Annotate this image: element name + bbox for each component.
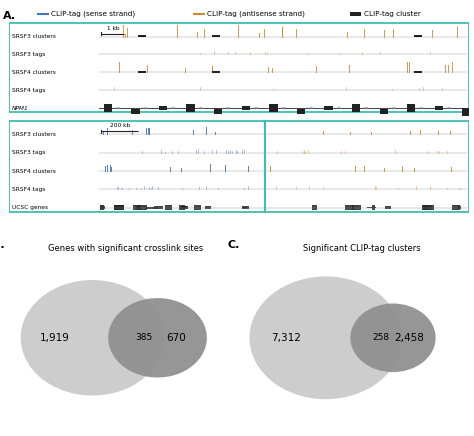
Text: UCSC genes: UCSC genes [12,205,48,210]
FancyBboxPatch shape [100,206,105,209]
FancyBboxPatch shape [414,35,422,37]
FancyBboxPatch shape [242,206,249,209]
Text: SRSF4 clusters: SRSF4 clusters [12,168,55,174]
Text: 258: 258 [372,333,389,342]
FancyBboxPatch shape [414,71,422,73]
FancyBboxPatch shape [345,205,354,210]
FancyBboxPatch shape [350,12,361,16]
Text: CLIP-tag cluster: CLIP-tag cluster [364,11,420,17]
FancyBboxPatch shape [366,207,376,208]
Text: SRSF3 clusters: SRSF3 clusters [12,132,55,137]
Text: 2,458: 2,458 [394,333,424,343]
Text: SRSF4 clusters: SRSF4 clusters [12,70,55,75]
Text: B.: B. [0,240,4,250]
FancyBboxPatch shape [297,109,305,114]
FancyBboxPatch shape [9,23,469,112]
FancyBboxPatch shape [435,106,443,110]
FancyBboxPatch shape [115,205,124,210]
FancyBboxPatch shape [131,109,140,114]
FancyBboxPatch shape [352,104,360,112]
FancyBboxPatch shape [212,35,220,37]
FancyBboxPatch shape [385,206,392,209]
FancyBboxPatch shape [269,104,278,112]
Text: 385: 385 [136,333,153,342]
FancyBboxPatch shape [136,206,139,209]
Circle shape [108,298,207,378]
Text: SRSF3 tags: SRSF3 tags [12,150,45,155]
FancyBboxPatch shape [179,205,185,210]
Text: C.: C. [227,240,239,250]
Text: SRSF3 clusters: SRSF3 clusters [12,34,55,39]
FancyBboxPatch shape [114,205,120,210]
Text: CLIP-tag (sense strand): CLIP-tag (sense strand) [51,10,135,17]
Text: Genes with significant crosslink sites: Genes with significant crosslink sites [48,244,204,253]
Circle shape [21,280,164,395]
FancyBboxPatch shape [138,71,146,73]
Text: SRSF4 tags: SRSF4 tags [12,88,45,93]
FancyBboxPatch shape [242,207,247,208]
FancyBboxPatch shape [114,205,124,210]
FancyBboxPatch shape [205,206,210,209]
FancyBboxPatch shape [324,106,333,110]
Text: A.: A. [2,11,16,21]
FancyBboxPatch shape [373,205,375,210]
Text: 7,312: 7,312 [271,333,301,343]
FancyBboxPatch shape [214,109,222,114]
FancyBboxPatch shape [380,109,388,114]
Text: SRSF3 tags: SRSF3 tags [12,52,45,57]
FancyBboxPatch shape [152,207,158,208]
FancyBboxPatch shape [146,207,153,208]
FancyBboxPatch shape [457,206,461,209]
FancyBboxPatch shape [194,205,201,210]
FancyBboxPatch shape [312,205,318,210]
Text: 200 kb: 200 kb [109,123,130,128]
FancyBboxPatch shape [159,106,167,110]
FancyBboxPatch shape [138,205,147,210]
FancyBboxPatch shape [138,35,146,37]
FancyBboxPatch shape [462,108,471,116]
FancyBboxPatch shape [100,205,104,210]
FancyBboxPatch shape [422,205,430,210]
FancyBboxPatch shape [352,205,361,210]
FancyBboxPatch shape [186,104,195,112]
Circle shape [249,276,402,399]
FancyBboxPatch shape [155,206,164,209]
Text: Significant CLIP-tag clusters: Significant CLIP-tag clusters [303,244,420,253]
FancyBboxPatch shape [182,206,188,209]
Text: 1 kb: 1 kb [107,26,119,31]
Text: CLIP-tag (antisense strand): CLIP-tag (antisense strand) [207,10,305,17]
FancyBboxPatch shape [133,205,141,210]
Text: 670: 670 [166,333,186,343]
FancyBboxPatch shape [104,104,112,112]
FancyBboxPatch shape [242,106,250,110]
Text: SRSF4 tags: SRSF4 tags [12,187,45,192]
FancyBboxPatch shape [407,104,416,112]
FancyBboxPatch shape [181,206,188,209]
Text: NPM1: NPM1 [12,106,28,110]
Text: 1,919: 1,919 [40,333,70,343]
FancyBboxPatch shape [165,205,172,210]
FancyBboxPatch shape [9,121,469,212]
FancyBboxPatch shape [452,205,460,210]
FancyBboxPatch shape [431,205,434,210]
FancyBboxPatch shape [212,71,220,73]
FancyBboxPatch shape [423,205,432,210]
Circle shape [350,303,436,372]
